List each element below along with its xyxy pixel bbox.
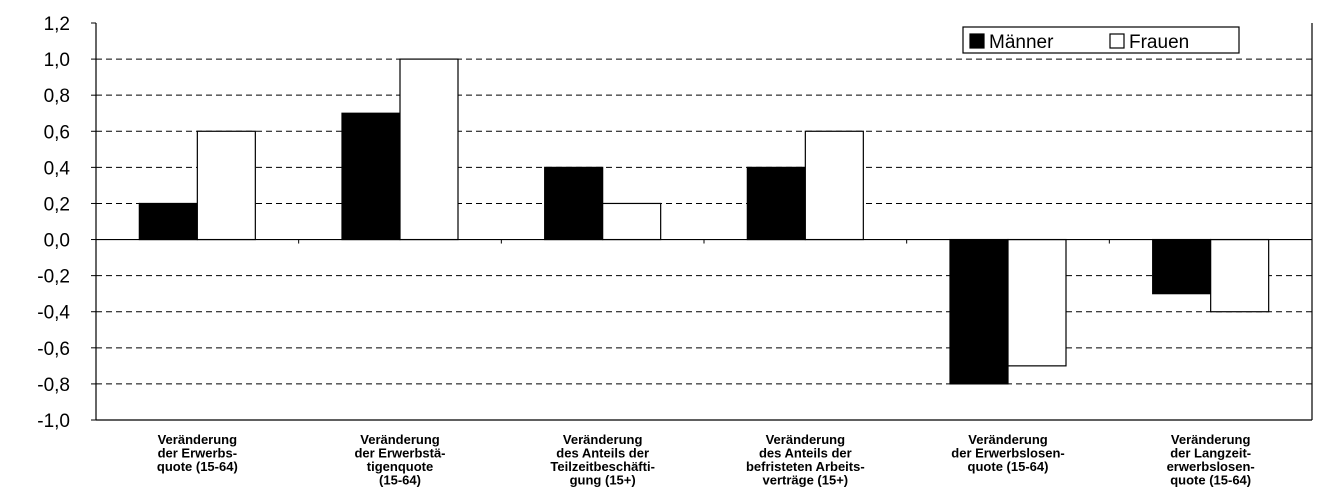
- y-tick-label: -0,2: [37, 267, 70, 288]
- bar-frauen: [804, 130, 864, 241]
- y-tick-label: 0,6: [44, 122, 70, 143]
- bar-maenner: [1152, 238, 1212, 295]
- bar-frauen: [196, 130, 256, 241]
- bar-maenner: [341, 112, 401, 241]
- y-tick-label: 0,0: [44, 231, 70, 252]
- bar-frauen: [1210, 238, 1270, 313]
- y-tick-label: -1,0: [37, 411, 70, 432]
- legend-label-frauen: Frauen: [1129, 32, 1189, 53]
- legend-box: [962, 26, 1240, 54]
- bar-frauen: [602, 202, 662, 241]
- x-category-label: Veränderung der Langzeit-erwerbslosen-quo…: [1167, 432, 1255, 488]
- bar-maenner: [544, 166, 604, 241]
- legend-label-maenner: Männer: [989, 32, 1054, 53]
- legend-swatch-maenner: [969, 33, 985, 49]
- y-tick-label: 1,2: [44, 14, 70, 35]
- x-category-label: Veränderung der Erwerbs-quote (15-64): [157, 432, 238, 474]
- y-tick-label: 0,4: [44, 158, 71, 179]
- y-tick-label: -0,4: [37, 303, 70, 324]
- gridlines: [96, 58, 1312, 385]
- y-tick-label: -0,8: [37, 375, 70, 396]
- axes: [91, 22, 1313, 421]
- y-tick-labels: 1,2 1,0 0,8 0,6 0,4 0,2 0,0 -0,2 -0,4 -0,6 -0,8 -1,…: [37, 14, 70, 432]
- y-tick-label: 1,0: [44, 50, 70, 71]
- y-tick-label: 0,8: [44, 86, 70, 107]
- bar-frauen: [399, 58, 459, 241]
- y-tick-label: -0,6: [37, 339, 70, 360]
- bar-maenner: [138, 202, 198, 241]
- x-category-label: Veränderung des Anteils der Teilzeitbeschä…: [550, 432, 655, 488]
- bar-maenner: [746, 166, 806, 241]
- y-tick-label: 0,2: [44, 194, 70, 215]
- x-category-label: Veränderung des Anteils der befristeten Ar…: [746, 432, 865, 488]
- x-category-label: Veränderung der Erwerbslosen-quote (15-64…: [951, 432, 1064, 474]
- bar-frauen: [1007, 238, 1067, 367]
- legend: Männer Frauen: [962, 26, 1240, 54]
- bar-maenner: [949, 238, 1009, 385]
- x-category-label: Veränderung der Erwerbstä-tigenquote (15-6…: [354, 432, 445, 488]
- legend-swatch-frauen: [1109, 33, 1125, 49]
- bars: [138, 58, 1270, 385]
- x-category-labels: Veränderung der Erwerbs-quote (15-64) Verä…: [157, 432, 1255, 488]
